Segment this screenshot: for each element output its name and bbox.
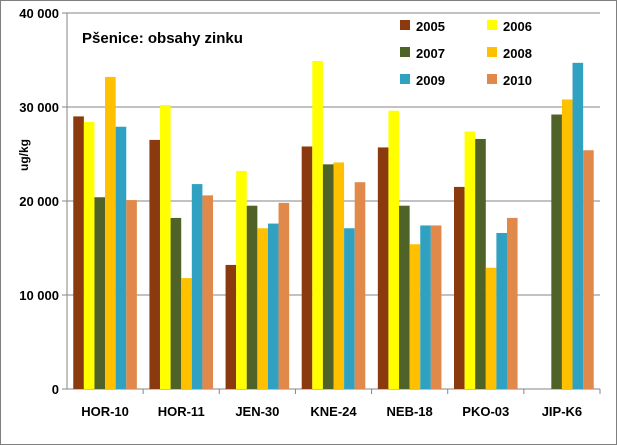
bar-2010-NEB-18 bbox=[430, 225, 442, 389]
bar-2010-KNE-24 bbox=[354, 182, 366, 389]
bar-2008-PKO-03 bbox=[485, 267, 497, 389]
bar-2006-KNE-24 bbox=[312, 60, 323, 389]
bar-2006-PKO-03 bbox=[464, 131, 476, 389]
bar-2005-PKO-03 bbox=[453, 186, 465, 389]
legend-swatch-2010 bbox=[487, 74, 497, 84]
bar-2005-HOR-11 bbox=[149, 139, 161, 389]
legend-label-2008: 2008 bbox=[503, 46, 532, 61]
x-tick-label: JIP-K6 bbox=[542, 404, 582, 419]
legend-swatch-2005 bbox=[400, 20, 410, 30]
bar-2007-KNE-24 bbox=[322, 164, 334, 389]
y-tick-label: 30 000 bbox=[19, 100, 59, 115]
bar-2007-NEB-18 bbox=[399, 205, 410, 389]
bar-2009-NEB-18 bbox=[420, 225, 431, 389]
legend-swatch-2009 bbox=[400, 74, 410, 84]
bar-2009-HOR-11 bbox=[191, 184, 203, 389]
bar-2009-PKO-03 bbox=[496, 232, 507, 389]
legend-label-2005: 2005 bbox=[416, 19, 445, 34]
legend-label-2010: 2010 bbox=[503, 73, 532, 88]
bar-2005-NEB-18 bbox=[377, 147, 389, 389]
bar-2006-HOR-10 bbox=[83, 122, 95, 389]
x-tick-label: PKO-03 bbox=[462, 404, 509, 419]
bar-2005-JEN-30 bbox=[225, 264, 237, 389]
bar-2010-HOR-10 bbox=[126, 200, 137, 389]
bar-2010-JEN-30 bbox=[278, 202, 290, 389]
bar-2006-HOR-11 bbox=[160, 105, 171, 390]
bar-2009-JEN-30 bbox=[267, 223, 279, 389]
bar-2008-JEN-30 bbox=[257, 228, 268, 389]
x-tick-labels: HOR-10 HOR-11 JEN-30 KNE-24 NEB-18 PKO-03 JIP-… bbox=[81, 404, 582, 419]
bar-2007-HOR-10 bbox=[94, 197, 106, 389]
legend-swatch-2006 bbox=[487, 20, 497, 30]
bar-2007-JEN-30 bbox=[246, 205, 258, 389]
bar-2007-PKO-03 bbox=[475, 138, 486, 389]
bar-2009-HOR-10 bbox=[115, 126, 127, 390]
bar-2010-PKO-03 bbox=[506, 217, 518, 389]
y-tick-label: 0 bbox=[52, 382, 59, 397]
bar-2005-HOR-10 bbox=[73, 116, 84, 390]
bar-2009-KNE-24 bbox=[344, 228, 355, 389]
bars bbox=[73, 60, 594, 390]
chart-title: Pšenice: obsahy zinku bbox=[82, 30, 243, 47]
bar-2008-JIP-K6 bbox=[561, 99, 573, 389]
bar-2008-HOR-10 bbox=[105, 76, 116, 390]
bar-2006-NEB-18 bbox=[388, 110, 400, 389]
bar-2008-HOR-11 bbox=[181, 278, 192, 389]
y-tick-label: 10 000 bbox=[19, 288, 59, 303]
bar-2005-KNE-24 bbox=[301, 146, 313, 389]
x-tick-label: HOR-10 bbox=[81, 404, 129, 419]
x-tick-label: KNE-24 bbox=[310, 404, 357, 419]
bar-2008-NEB-18 bbox=[409, 244, 421, 389]
legend: 2005 2006 2007 2008 2009 2010 bbox=[400, 19, 532, 88]
y-tick-labels: 0 10 000 20 000 30 000 40 000 bbox=[19, 6, 59, 397]
legend-swatch-2007 bbox=[400, 47, 410, 57]
bar-2010-JIP-K6 bbox=[583, 150, 594, 389]
x-tick-label: JEN-30 bbox=[235, 404, 279, 419]
y-tick-label: 40 000 bbox=[19, 6, 59, 21]
x-tick-label: HOR-11 bbox=[158, 404, 205, 419]
bar-2010-HOR-11 bbox=[202, 195, 214, 389]
bar-2008-KNE-24 bbox=[333, 162, 345, 389]
bar-2007-JIP-K6 bbox=[551, 114, 562, 390]
legend-swatch-2008 bbox=[487, 47, 497, 57]
y-tick-label: 20 000 bbox=[19, 194, 59, 209]
bar-2007-HOR-11 bbox=[170, 217, 182, 389]
legend-label-2006: 2006 bbox=[503, 19, 532, 34]
x-tick-label: NEB-18 bbox=[387, 404, 433, 419]
y-axis-label: ug/kg bbox=[17, 139, 31, 171]
bar-2006-JEN-30 bbox=[236, 170, 247, 389]
bar-2009-JIP-K6 bbox=[572, 62, 584, 389]
legend-label-2007: 2007 bbox=[416, 46, 445, 61]
legend-label-2009: 2009 bbox=[416, 73, 445, 88]
